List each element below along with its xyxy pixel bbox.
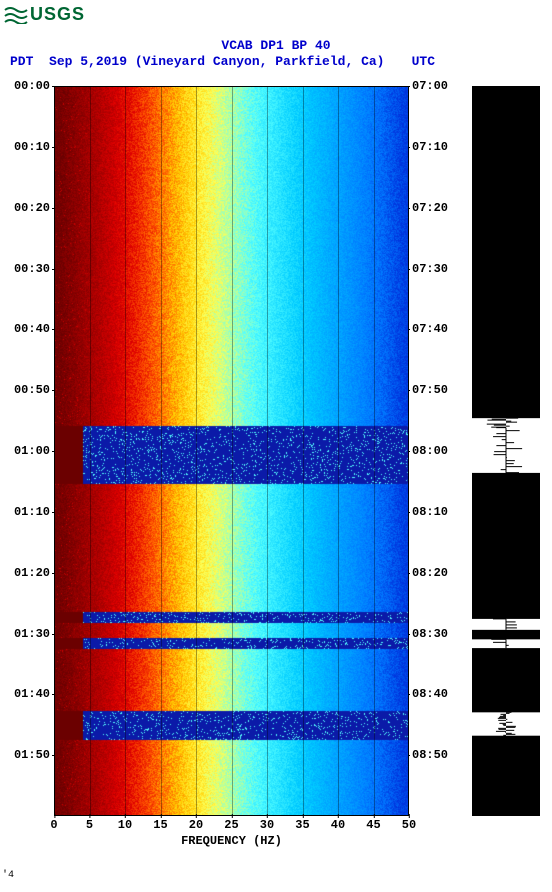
x-tick: 0: [50, 818, 57, 832]
x-tick: 20: [189, 818, 203, 832]
left-tz-label: PDT Sep 5,2019 (Vineyard Canyon, Parkfie…: [10, 54, 384, 69]
axis-tick: 08:30: [412, 627, 462, 641]
spectrogram-plot: [54, 86, 409, 816]
axis-tick: 01:50: [0, 748, 50, 762]
axis-tick: 01:10: [0, 505, 50, 519]
axis-tick: 01:00: [0, 444, 50, 458]
x-tick: 40: [331, 818, 345, 832]
x-axis-label: FREQUENCY (HZ): [54, 834, 409, 848]
x-tick: 10: [118, 818, 132, 832]
x-tick: 35: [295, 818, 309, 832]
axis-tick: 08:00: [412, 444, 462, 458]
usgs-wave-icon: [4, 6, 28, 24]
chart-subtitle: PDT Sep 5,2019 (Vineyard Canyon, Parkfie…: [10, 54, 435, 69]
x-tick: 30: [260, 818, 274, 832]
axis-tick: 07:30: [412, 262, 462, 276]
axis-tick: 07:20: [412, 201, 462, 215]
chart-title: VCAB DP1 BP 40: [0, 38, 552, 53]
axis-tick: 00:40: [0, 322, 50, 336]
x-tick: 5: [86, 818, 93, 832]
axis-tick: 01:40: [0, 687, 50, 701]
axis-tick: 00:20: [0, 201, 50, 215]
usgs-logo: USGS: [4, 4, 85, 25]
axis-tick: 08:40: [412, 687, 462, 701]
axis-tick: 07:40: [412, 322, 462, 336]
axis-tick: 00:10: [0, 140, 50, 154]
x-tick: 45: [366, 818, 380, 832]
footer-mark: '4: [2, 870, 14, 881]
axis-tick: 00:50: [0, 383, 50, 397]
axis-tick: 08:20: [412, 566, 462, 580]
waveform-sidebar: [470, 86, 542, 816]
x-axis: FREQUENCY (HZ) 05101520253035404550: [54, 818, 409, 858]
x-tick: 50: [402, 818, 416, 832]
y-axis-left: 00:0000:1000:2000:3000:4000:5001:0001:10…: [0, 86, 52, 816]
axis-tick: 07:10: [412, 140, 462, 154]
waveform-svg: [470, 86, 542, 816]
page-root: USGS VCAB DP1 BP 40 PDT Sep 5,2019 (Vine…: [0, 0, 552, 892]
axis-tick: 00:30: [0, 262, 50, 276]
usgs-logo-text: USGS: [30, 4, 85, 25]
right-tz-label: UTC: [412, 54, 435, 69]
axis-tick: 01:20: [0, 566, 50, 580]
x-tick: 15: [153, 818, 167, 832]
axis-tick: 07:50: [412, 383, 462, 397]
axis-tick: 08:50: [412, 748, 462, 762]
axis-tick: 08:10: [412, 505, 462, 519]
spectrogram-canvas: [54, 86, 409, 816]
axis-tick: 01:30: [0, 627, 50, 641]
x-tick: 25: [224, 818, 238, 832]
y-axis-right: 07:0007:1007:2007:3007:4007:5008:0008:10…: [412, 86, 464, 816]
axis-tick: 07:00: [412, 79, 462, 93]
axis-tick: 00:00: [0, 79, 50, 93]
